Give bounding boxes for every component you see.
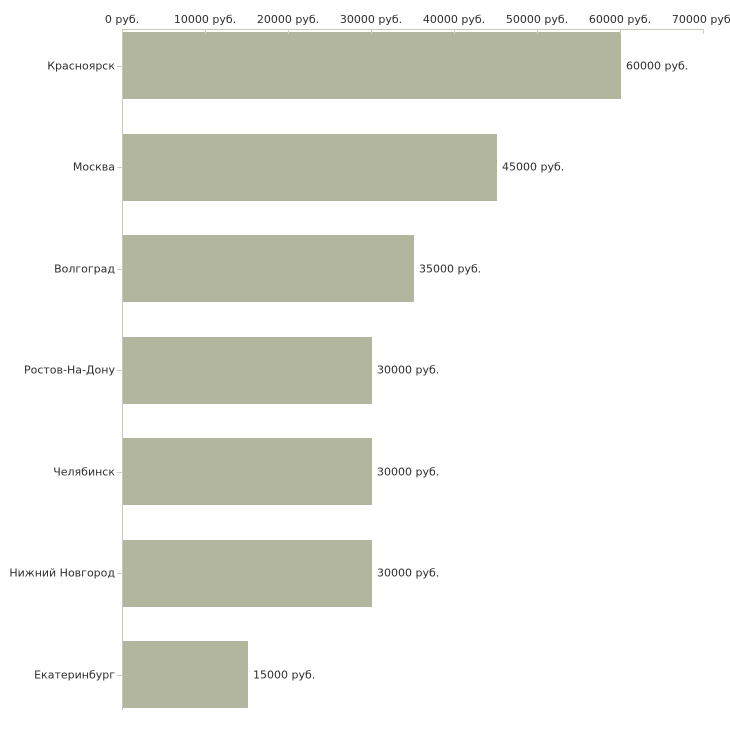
value-label: 30000 руб. — [377, 566, 440, 580]
bar — [123, 235, 414, 302]
bar — [123, 641, 248, 708]
category-label: Москва — [72, 160, 115, 174]
value-label: 35000 руб. — [419, 262, 482, 276]
category-label: Нижний Новгород — [9, 566, 115, 580]
x-axis-tick — [537, 30, 538, 34]
y-axis-tick — [117, 269, 122, 270]
value-label: 15000 руб. — [253, 668, 316, 682]
x-axis-tick-label: 20000 руб. — [256, 13, 320, 26]
x-axis-tick — [288, 30, 289, 34]
bar — [123, 540, 372, 607]
x-axis-tick-label: 40000 руб. — [422, 13, 486, 26]
x-axis-tick-label: 70000 руб. — [671, 13, 730, 26]
y-axis-tick — [117, 66, 122, 67]
x-axis-tick-label: 60000 руб. — [588, 13, 652, 26]
x-axis-tick — [454, 30, 455, 34]
bar — [123, 134, 497, 201]
x-axis-tick-label: 10000 руб. — [173, 13, 237, 26]
y-axis-tick — [117, 472, 122, 473]
bar — [123, 32, 621, 99]
x-axis-tick — [703, 30, 704, 34]
x-axis-tick-label: 50000 руб. — [505, 13, 569, 26]
x-axis-tick — [620, 30, 621, 34]
category-label: Волгоград — [54, 262, 115, 276]
value-label: 45000 руб. — [502, 160, 565, 174]
category-label: Ростов-На-Дону — [23, 363, 115, 377]
x-axis-tick — [371, 30, 372, 34]
bar — [123, 438, 372, 505]
x-axis-line — [122, 29, 704, 30]
x-axis-tick-label: 30000 руб. — [339, 13, 403, 26]
y-axis-tick — [117, 167, 122, 168]
y-axis-line — [122, 29, 123, 710]
y-axis-tick — [117, 573, 122, 574]
x-axis-tick — [205, 30, 206, 34]
category-label: Екатеринбург — [34, 668, 115, 682]
category-label: Челябинск — [53, 465, 115, 479]
value-label: 30000 руб. — [377, 465, 440, 479]
value-label: 60000 руб. — [626, 59, 689, 73]
x-axis-tick — [122, 30, 123, 34]
x-axis-tick-label: 0 руб. — [104, 13, 140, 26]
category-label: Красноярск — [47, 59, 115, 73]
y-axis-tick — [117, 370, 122, 371]
value-label: 30000 руб. — [377, 363, 440, 377]
y-axis-tick — [117, 675, 122, 676]
bar — [123, 337, 372, 404]
